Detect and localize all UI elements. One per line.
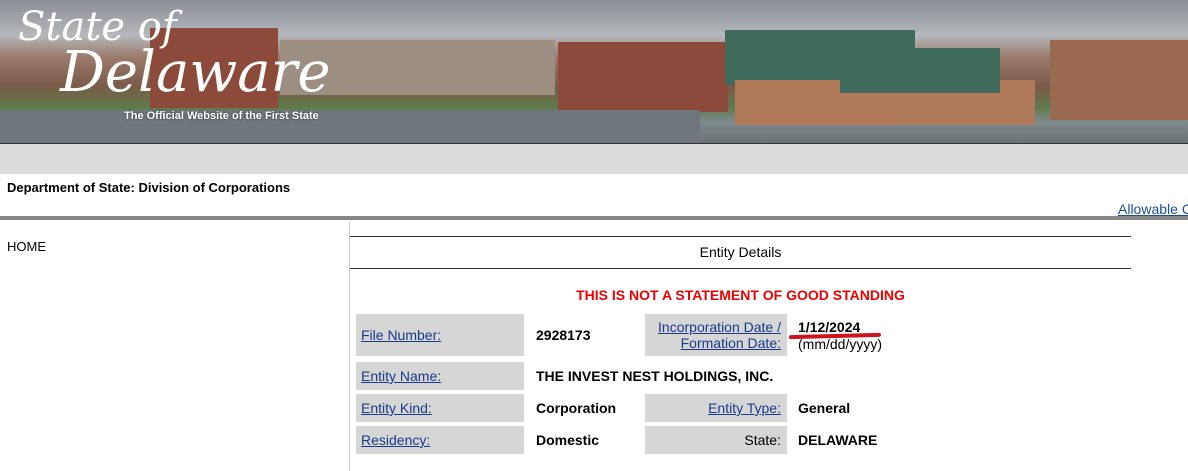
label-cell <box>356 394 524 422</box>
incorporation-date: 1/12/2024 <box>798 319 861 335</box>
label-cell <box>645 426 787 454</box>
label-cell <box>356 426 524 454</box>
label-cell <box>645 314 787 356</box>
divider <box>0 216 1188 220</box>
divider <box>350 236 1131 237</box>
state: DELAWARE <box>798 432 878 448</box>
department-title: Department of State: Division of Corpora… <box>7 180 291 195</box>
residency: Domestic <box>536 432 600 448</box>
label-line: Incorporation Date / <box>658 319 781 335</box>
file-number-link[interactable]: File Number: <box>361 327 442 343</box>
entity-name-link[interactable]: Entity Name: <box>361 368 442 384</box>
date-format: (mm/dd/yyyy) <box>798 336 882 352</box>
divider <box>350 268 1131 269</box>
state-label: State: <box>744 432 781 448</box>
entity-name: THE INVEST NEST HOLDINGS, INC. <box>536 368 774 384</box>
label-cell <box>356 314 524 356</box>
incorporation-date-link[interactable]: Incorporation Date / Formation Date: <box>658 319 781 351</box>
divider <box>349 221 350 471</box>
header-banner: State of Delaware The Official Website o… <box>0 0 1188 143</box>
label-cell <box>356 362 524 390</box>
entity-type-link[interactable]: Entity Type: <box>708 400 781 416</box>
tagline: The Official Website of the First State <box>124 110 319 122</box>
logo: Delaware <box>60 40 331 105</box>
nav-bar <box>0 143 1188 174</box>
entity-kind: Corporation <box>536 400 617 416</box>
allowable-link[interactable]: Allowable C <box>1118 201 1188 217</box>
entity-type: General <box>798 400 851 416</box>
label-line: Formation Date: <box>680 335 781 351</box>
file-number: 2928173 <box>536 327 591 343</box>
entity-kind-link[interactable]: Entity Kind: <box>361 400 432 416</box>
warning-text: THIS IS NOT A STATEMENT OF GOOD STANDING <box>576 287 905 303</box>
logo: State of <box>18 4 177 50</box>
residency-link[interactable]: Residency: <box>361 432 431 448</box>
page-title: Entity Details <box>699 244 782 260</box>
label-cell <box>645 394 787 422</box>
nav-home[interactable]: HOME <box>7 239 46 254</box>
